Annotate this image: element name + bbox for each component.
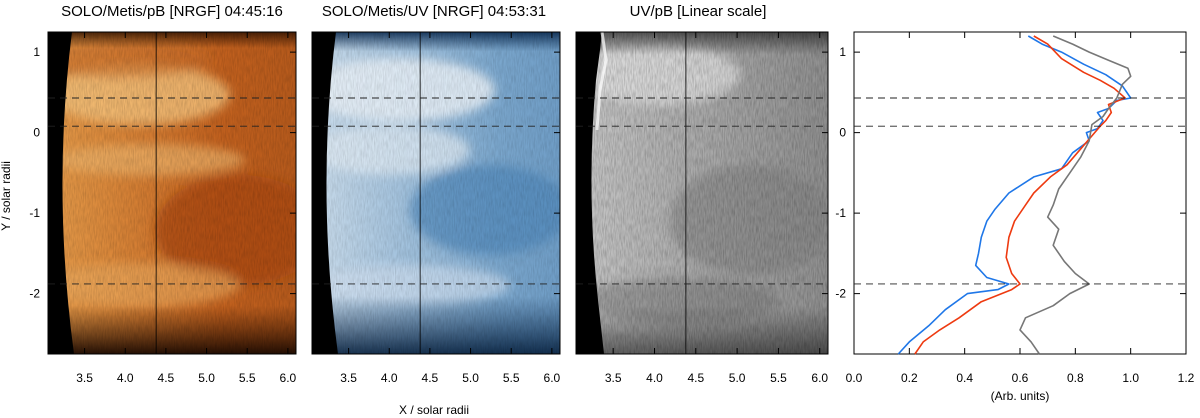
y-tick-label: -2	[835, 287, 846, 301]
x-tick-label: 4.0	[117, 371, 134, 385]
x-tick-label: 4.0	[381, 371, 398, 385]
x-tick-label: 1.0	[1122, 371, 1139, 385]
pb-image-panel: SOLO/Metis/pB [NRGF] 04:45:16 3.5 4.0 4.5 5…	[0, 3, 297, 385]
x-tick-label: 6.0	[544, 371, 561, 385]
y-tick-label: 1	[839, 45, 846, 59]
x-tick-label: 5.5	[503, 371, 520, 385]
y-tick-label: 0	[839, 126, 846, 140]
x-tick-label: 5.5	[239, 371, 256, 385]
x-tick-label: 5.5	[770, 371, 787, 385]
x-tick-label: 0.6	[1012, 371, 1029, 385]
y-tick-label: 0	[33, 126, 40, 140]
x-tick-label: 4.5	[158, 371, 175, 385]
x-tick-label: 4.5	[687, 371, 704, 385]
x-tick-label: 0.2	[901, 371, 918, 385]
x-tick-label: 3.5	[605, 371, 622, 385]
x-tick-label: 5.0	[462, 371, 479, 385]
x-tick-label: 0.8	[1067, 371, 1084, 385]
x-axis-label: X / solar radii	[399, 403, 469, 417]
x-tick-label: 6.0	[280, 371, 297, 385]
uv-image-panel: SOLO/Metis/UV [NRGF] 04:53:31 3.5 4.0 4.5 5…	[311, 3, 561, 417]
profile-plot-panel: 0.0 0.2 0.4 0.6 0.8 1.0 1.2 1 0 -1 -2 (Arb. units)	[835, 31, 1195, 403]
profile-series-line-3	[1019, 35, 1132, 355]
y-axis-label: Y / solar radii	[0, 161, 13, 231]
x-tick-label: 3.5	[76, 371, 93, 385]
y-tick-label: -2	[29, 287, 40, 301]
x-tick-label: 4.5	[422, 371, 439, 385]
x-tick-label: 0.4	[956, 371, 973, 385]
x-tick-label: 0.0	[846, 371, 863, 385]
x-tick-label: 6.0	[811, 371, 828, 385]
y-tick-label: -1	[835, 206, 846, 220]
y-tick-label: -1	[29, 206, 40, 220]
x-axis-label: (Arb. units)	[991, 389, 1050, 403]
x-tick-label: 1.2	[1178, 371, 1195, 385]
x-tick-label: 5.0	[729, 371, 746, 385]
ratio-image-panel: UV/pB [Linear scale] 3.5 4.0 4.5 5.0 5.5 6.0	[575, 3, 829, 385]
x-tick-label: 3.5	[340, 371, 357, 385]
y-tick-label: 1	[33, 45, 40, 59]
panel-title: SOLO/Metis/UV [NRGF] 04:53:31	[322, 3, 546, 20]
x-tick-label: 5.0	[198, 371, 215, 385]
panel-title: UV/pB [Linear scale]	[630, 3, 767, 20]
profile-series-line-2	[914, 35, 1126, 355]
x-tick-label: 4.0	[646, 371, 663, 385]
panel-title: SOLO/Metis/pB [NRGF] 04:45:16	[61, 3, 283, 20]
